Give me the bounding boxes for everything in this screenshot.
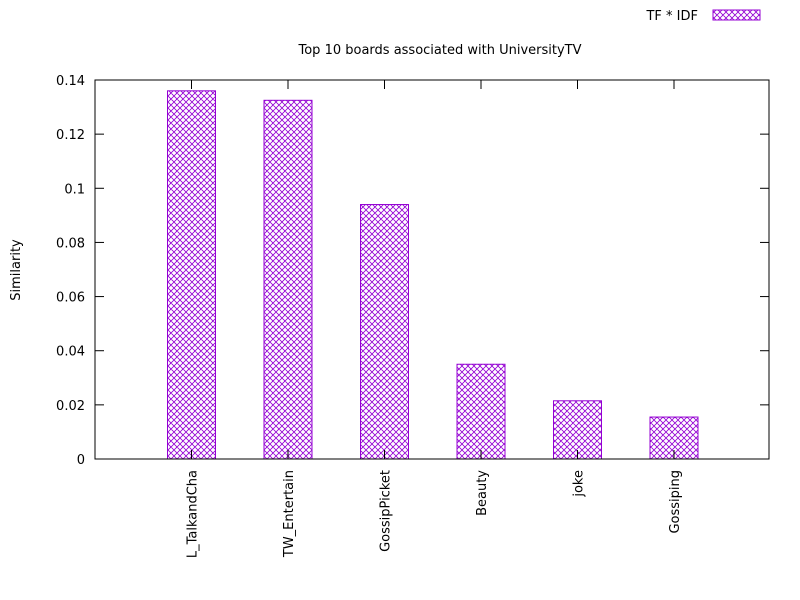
x-tick-label: joke [572,470,587,498]
x-tick-label: Gossiping [668,470,683,534]
legend-swatch [712,9,761,21]
bar [263,99,313,460]
bar [456,363,506,460]
legend: TF * IDF [645,9,761,24]
x-tick-label: TW_Entertain [282,470,297,558]
y-tick-label: 0 [77,453,85,468]
y-axis-label: Similarity [9,239,24,301]
x-tick-label: L_TalkandCha [186,470,201,558]
y-tick-label: 0.04 [56,345,85,360]
y-tick-label: 0.08 [56,236,85,251]
y-tick-label: 0.14 [56,74,85,89]
bar [553,400,602,460]
y-tick-label: 0.12 [56,128,85,143]
x-tick-label: Beauty [475,470,490,516]
bar [167,90,216,460]
plot-border [94,79,770,460]
y-tick-label: 0.02 [56,399,85,414]
x-tick-label: GossipPicket [379,470,394,552]
bar [360,204,409,460]
y-tick-label: 0.06 [56,291,85,306]
y-tick-label: 0.1 [64,182,85,197]
plot-area: 0 0.02 0.04 0.06 0.08 0.1 0.12 0.14 L_TalkandCha… [56,74,770,558]
chart-title: Top 10 boards associated with University… [298,43,582,58]
legend-label: TF * IDF [645,9,698,24]
